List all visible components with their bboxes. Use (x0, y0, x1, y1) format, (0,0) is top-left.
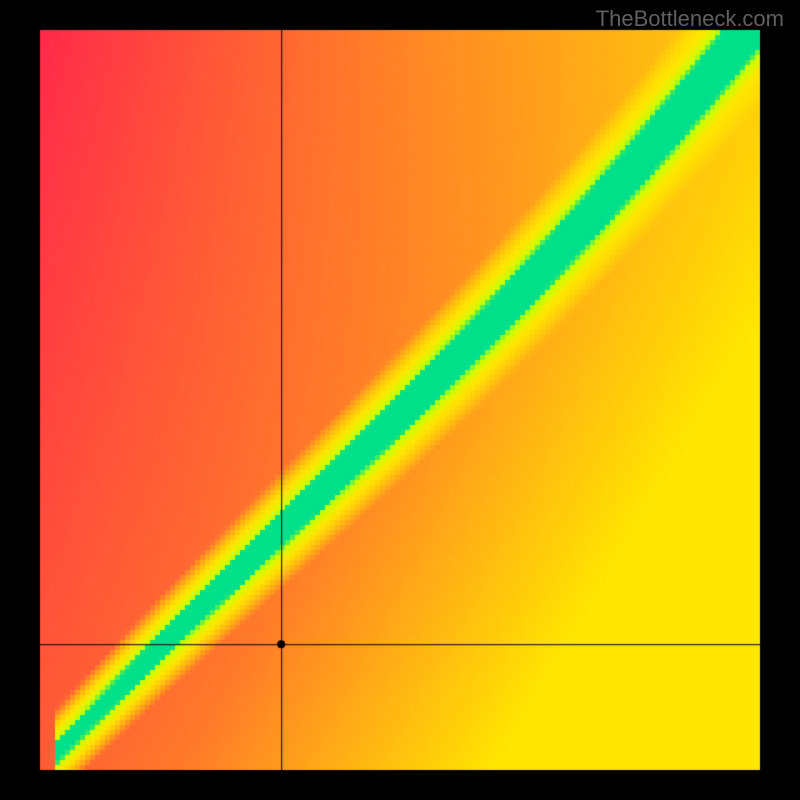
watermark-label: TheBottleneck.com (596, 6, 784, 32)
heatmap-canvas (0, 0, 800, 800)
